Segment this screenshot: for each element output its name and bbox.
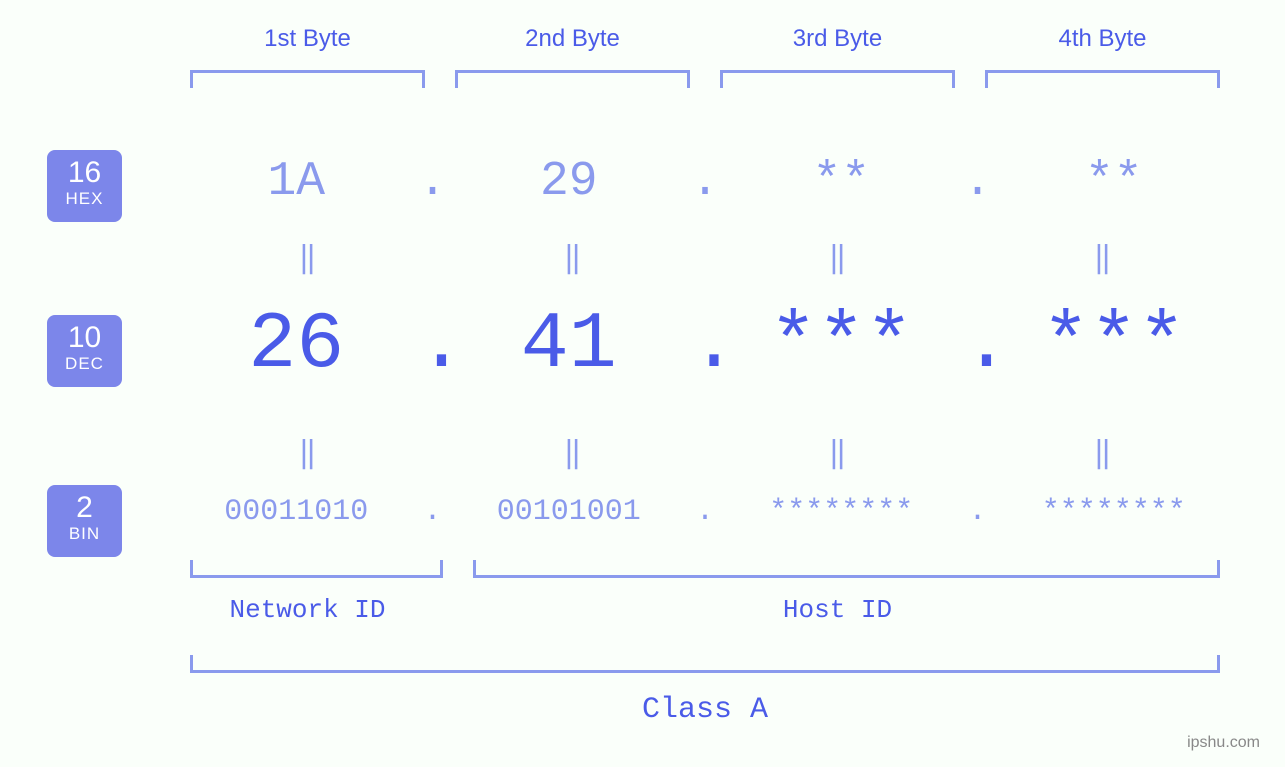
hex-byte-4: ** <box>993 155 1236 209</box>
id-labels: Network ID Host ID <box>175 595 1235 625</box>
eq-2-1: ‖ <box>175 435 440 472</box>
bin-byte-3: ******** <box>720 495 963 529</box>
dec-byte-4: *** <box>993 300 1236 391</box>
badge-label-hex: HEX <box>47 189 122 209</box>
bracket-host-id <box>473 560 1220 578</box>
badge-num-bin: 2 <box>47 491 122 524</box>
hex-dot-2: . <box>690 155 720 209</box>
dec-dot-3: . <box>963 300 993 391</box>
dec-byte-2: 41 <box>448 300 691 391</box>
badge-label-dec: DEC <box>47 354 122 374</box>
bracket-byte-3 <box>720 70 955 88</box>
bin-dot-1: . <box>418 495 448 529</box>
byte-header-4: 4th Byte <box>970 25 1235 53</box>
bin-dot-2: . <box>690 495 720 529</box>
bracket-class <box>190 655 1220 673</box>
hex-dot-1: . <box>418 155 448 209</box>
bracket-network-id <box>190 560 443 578</box>
dec-dot-2: . <box>690 300 720 391</box>
label-class: Class A <box>175 693 1235 727</box>
byte-header-2: 2nd Byte <box>440 25 705 53</box>
hex-row: 1A . 29 . ** . ** <box>175 155 1235 209</box>
watermark: ipshu.com <box>1187 734 1260 752</box>
bin-byte-2: 00101001 <box>448 495 691 529</box>
equals-row-2: ‖ ‖ ‖ ‖ <box>175 435 1235 472</box>
ip-diagram: 1st Byte 2nd Byte 3rd Byte 4th Byte 16 H… <box>0 0 1285 767</box>
bracket-byte-2 <box>455 70 690 88</box>
id-brackets <box>175 560 1235 585</box>
hex-byte-1: 1A <box>175 155 418 209</box>
byte-header-3: 3rd Byte <box>705 25 970 53</box>
byte-header-1: 1st Byte <box>175 25 440 53</box>
eq-1-2: ‖ <box>440 240 705 277</box>
hex-dot-3: . <box>963 155 993 209</box>
dec-row: 26 . 41 . *** . *** <box>175 300 1235 391</box>
badge-num-dec: 10 <box>47 321 122 354</box>
label-network-id: Network ID <box>175 595 440 625</box>
bin-row: 00011010 . 00101001 . ******** . *******… <box>175 495 1235 529</box>
eq-2-4: ‖ <box>970 435 1235 472</box>
badge-num-hex: 16 <box>47 156 122 189</box>
base-badge-dec: 10 DEC <box>47 315 122 387</box>
dec-byte-3: *** <box>720 300 963 391</box>
hex-byte-3: ** <box>720 155 963 209</box>
bracket-byte-1 <box>190 70 425 88</box>
bin-byte-4: ******** <box>993 495 1236 529</box>
bin-byte-1: 00011010 <box>175 495 418 529</box>
eq-2-2: ‖ <box>440 435 705 472</box>
label-host-id: Host ID <box>440 595 1235 625</box>
eq-2-3: ‖ <box>705 435 970 472</box>
bracket-byte-4 <box>985 70 1220 88</box>
top-brackets <box>175 70 1235 100</box>
hex-byte-2: 29 <box>448 155 691 209</box>
bin-dot-3: . <box>963 495 993 529</box>
byte-headers-row: 1st Byte 2nd Byte 3rd Byte 4th Byte <box>175 25 1235 53</box>
badge-label-bin: BIN <box>47 524 122 544</box>
equals-row-1: ‖ ‖ ‖ ‖ <box>175 240 1235 277</box>
eq-1-3: ‖ <box>705 240 970 277</box>
dec-byte-1: 26 <box>175 300 418 391</box>
base-badge-bin: 2 BIN <box>47 485 122 557</box>
dec-dot-1: . <box>418 300 448 391</box>
eq-1-4: ‖ <box>970 240 1235 277</box>
base-badge-hex: 16 HEX <box>47 150 122 222</box>
eq-1-1: ‖ <box>175 240 440 277</box>
